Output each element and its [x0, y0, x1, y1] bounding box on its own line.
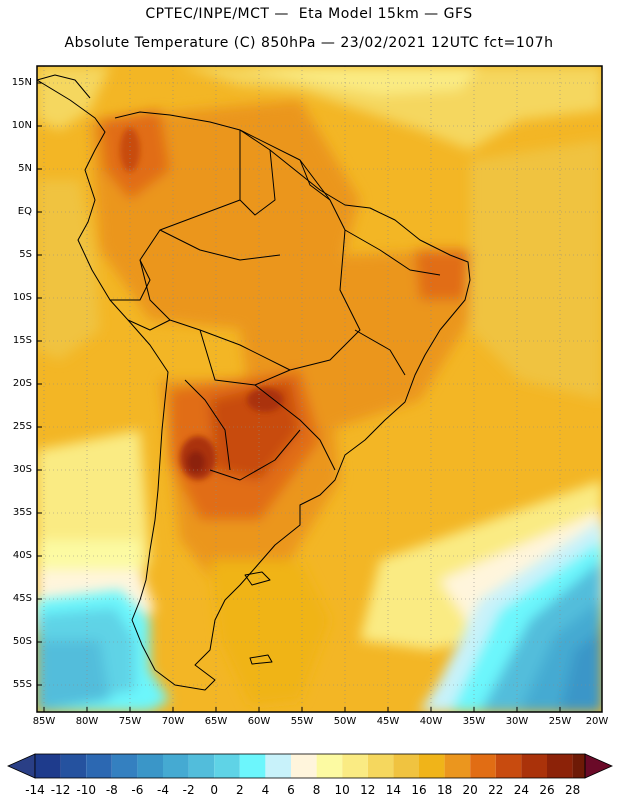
colorbar-box [291, 754, 317, 778]
colorbar-label: 0 [210, 783, 218, 797]
colorbar-box [470, 754, 496, 778]
lon-label: 80W [75, 716, 99, 727]
colorbar-label: -6 [131, 783, 144, 797]
colorbar-box [111, 754, 138, 778]
colorbar-label: 22 [488, 783, 504, 797]
lon-label: 45W [376, 716, 400, 727]
lat-label: 40S [12, 550, 32, 561]
colorbar-label: 14 [385, 783, 402, 797]
colorbar-label: -14 [25, 783, 45, 797]
colorbar [7, 753, 613, 779]
colorbar-box [521, 754, 547, 778]
colorbar-label: 8 [312, 783, 321, 797]
lon-label: 65W [204, 716, 228, 727]
colorbar-label: 16 [411, 783, 427, 797]
colorbar-label: -8 [105, 783, 118, 797]
lon-label: 50W [333, 716, 357, 727]
lat-label: 5N [18, 163, 32, 174]
lat-label: 5S [19, 249, 32, 260]
coastlines [37, 74, 471, 691]
lon-label: 60W [247, 716, 271, 727]
lat-label: 50S [12, 636, 32, 647]
colorbar-label: 24 [513, 783, 530, 797]
lon-label: 55W [290, 716, 314, 727]
colorbar-box [35, 754, 61, 778]
colorbar-label: 6 [287, 783, 295, 797]
lon-label: 70W [161, 716, 185, 727]
colorbar-box [495, 754, 522, 778]
colorbar-label: 2 [235, 783, 244, 797]
lat-label: 10N [11, 120, 32, 131]
lat-label: EQ [17, 206, 32, 217]
colorbar-box [163, 754, 189, 778]
colorbar-box [572, 754, 585, 778]
lon-label: 20W [585, 716, 609, 727]
colorbar-box [419, 754, 445, 778]
colorbar-label: 28 [564, 783, 581, 797]
colorbar-under-triangle [7, 753, 36, 779]
colorbar-label: -2 [182, 783, 195, 797]
lon-label: 30W [505, 716, 529, 727]
colorbar-box [342, 754, 368, 778]
lat-label: 55S [12, 679, 32, 690]
colorbar-box [547, 754, 573, 778]
colorbar-label: 26 [539, 783, 555, 797]
lon-label: 35W [462, 716, 486, 727]
colorbar-box [188, 754, 215, 778]
axis-ticks [37, 82, 561, 712]
colorbar-label: 4 [261, 783, 270, 797]
lat-label: 20S [12, 378, 32, 389]
lat-label: 25S [12, 421, 32, 432]
title-line-2: Absolute Temperature (C) 850hPa — 23/02/… [64, 35, 554, 51]
colorbar-label: 12 [360, 783, 376, 797]
colorbar-box [60, 754, 87, 778]
lat-label: 45S [12, 593, 32, 604]
colorbar-box [444, 754, 471, 778]
colorbar-box [239, 754, 266, 778]
lon-label: 25W [548, 716, 572, 727]
colorbar-label: -10 [76, 783, 96, 797]
colorbar-box [137, 754, 163, 778]
lat-label: 10S [12, 292, 32, 303]
map-frame [36, 65, 603, 713]
colorbar-over-triangle [584, 753, 613, 779]
lon-label: 85W [32, 716, 56, 727]
lat-label: 15N [11, 77, 32, 88]
lat-label: 15S [12, 335, 32, 346]
colorbar-label: 18 [436, 783, 453, 797]
colorbar-box [86, 754, 112, 778]
colorbar-box [393, 754, 419, 778]
colorbar-box [367, 754, 394, 778]
lon-label: 75W [118, 716, 142, 727]
colorbar-label: 10 [334, 783, 350, 797]
title-line-1: CPTEC/INPE/MCT — Eta Model 15km — GFS [145, 6, 473, 22]
colorbar-label: -12 [50, 783, 71, 797]
colorbar-label: 20 [462, 783, 478, 797]
colorbar-box [214, 754, 240, 778]
lat-label: 35S [12, 507, 32, 518]
colorbar-box [316, 754, 343, 778]
colorbar-box [265, 754, 291, 778]
colorbar-label: -4 [157, 783, 169, 797]
temperature-field [37, 66, 602, 712]
lat-label: 30S [12, 464, 32, 475]
lon-label: 40W [419, 716, 443, 727]
